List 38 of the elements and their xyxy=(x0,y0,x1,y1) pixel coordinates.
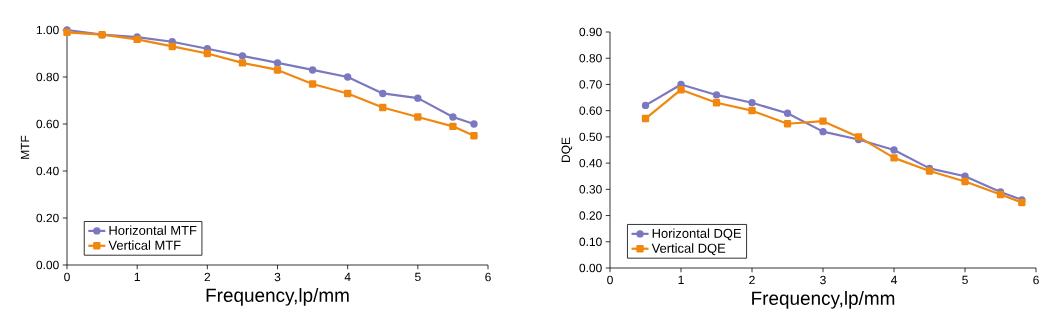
x-tick-label: 1 xyxy=(134,272,140,281)
y-tick-label: 0.80 xyxy=(579,54,602,63)
x-tick-label: 6 xyxy=(1033,275,1039,285)
y-tick-label: 0.20 xyxy=(579,211,602,220)
y-tick-label: 0.90 xyxy=(579,27,602,37)
legend-label: Horizontal DQE xyxy=(652,228,742,241)
x-tick-label: 5 xyxy=(415,272,421,282)
x-tick-label: 6 xyxy=(485,272,491,282)
x-tick-label: 1 xyxy=(678,275,684,284)
legend-label: Horizontal MTF xyxy=(109,225,197,235)
y-tick-label: 1.00 xyxy=(36,25,59,35)
x-tick-label: 3 xyxy=(820,275,826,285)
x-tick-label: 0 xyxy=(607,275,613,285)
y-tick-label: 0.70 xyxy=(579,80,602,89)
legend-label: Vertical DQE xyxy=(651,243,726,256)
y-tick-label: 0.50 xyxy=(579,132,602,142)
y-tick-label: 0.20 xyxy=(36,213,59,223)
x-tick-label: 5 xyxy=(962,275,968,285)
y-tick-label: 0.80 xyxy=(36,72,59,82)
legend-label: Vertical MTF xyxy=(108,240,181,250)
x-axis-title: Frequency,lp/mm xyxy=(206,288,349,306)
x-axis-title: Frequency,lp/mm xyxy=(752,291,895,309)
x-tick-label: 4 xyxy=(344,272,351,281)
x-tick-label: 2 xyxy=(204,272,211,282)
y-tick-label: 0.00 xyxy=(36,260,59,270)
x-tick-label: 0 xyxy=(64,272,70,282)
y-tick-label: 0.60 xyxy=(36,119,59,129)
y-axis-title: MTF xyxy=(20,135,30,159)
x-tick-label: 4 xyxy=(890,275,897,284)
y-axis-title: DQE xyxy=(561,137,573,162)
y-tick-label: 0.40 xyxy=(579,158,602,168)
x-tick-label: 3 xyxy=(274,272,281,282)
y-tick-label: 0.10 xyxy=(579,237,602,246)
y-tick-label: 0.60 xyxy=(579,106,602,115)
x-tick-label: 2 xyxy=(749,275,755,285)
y-tick-label: 0.00 xyxy=(579,263,602,273)
y-tick-label: 0.30 xyxy=(579,185,602,194)
y-tick-label: 0.40 xyxy=(36,166,59,176)
